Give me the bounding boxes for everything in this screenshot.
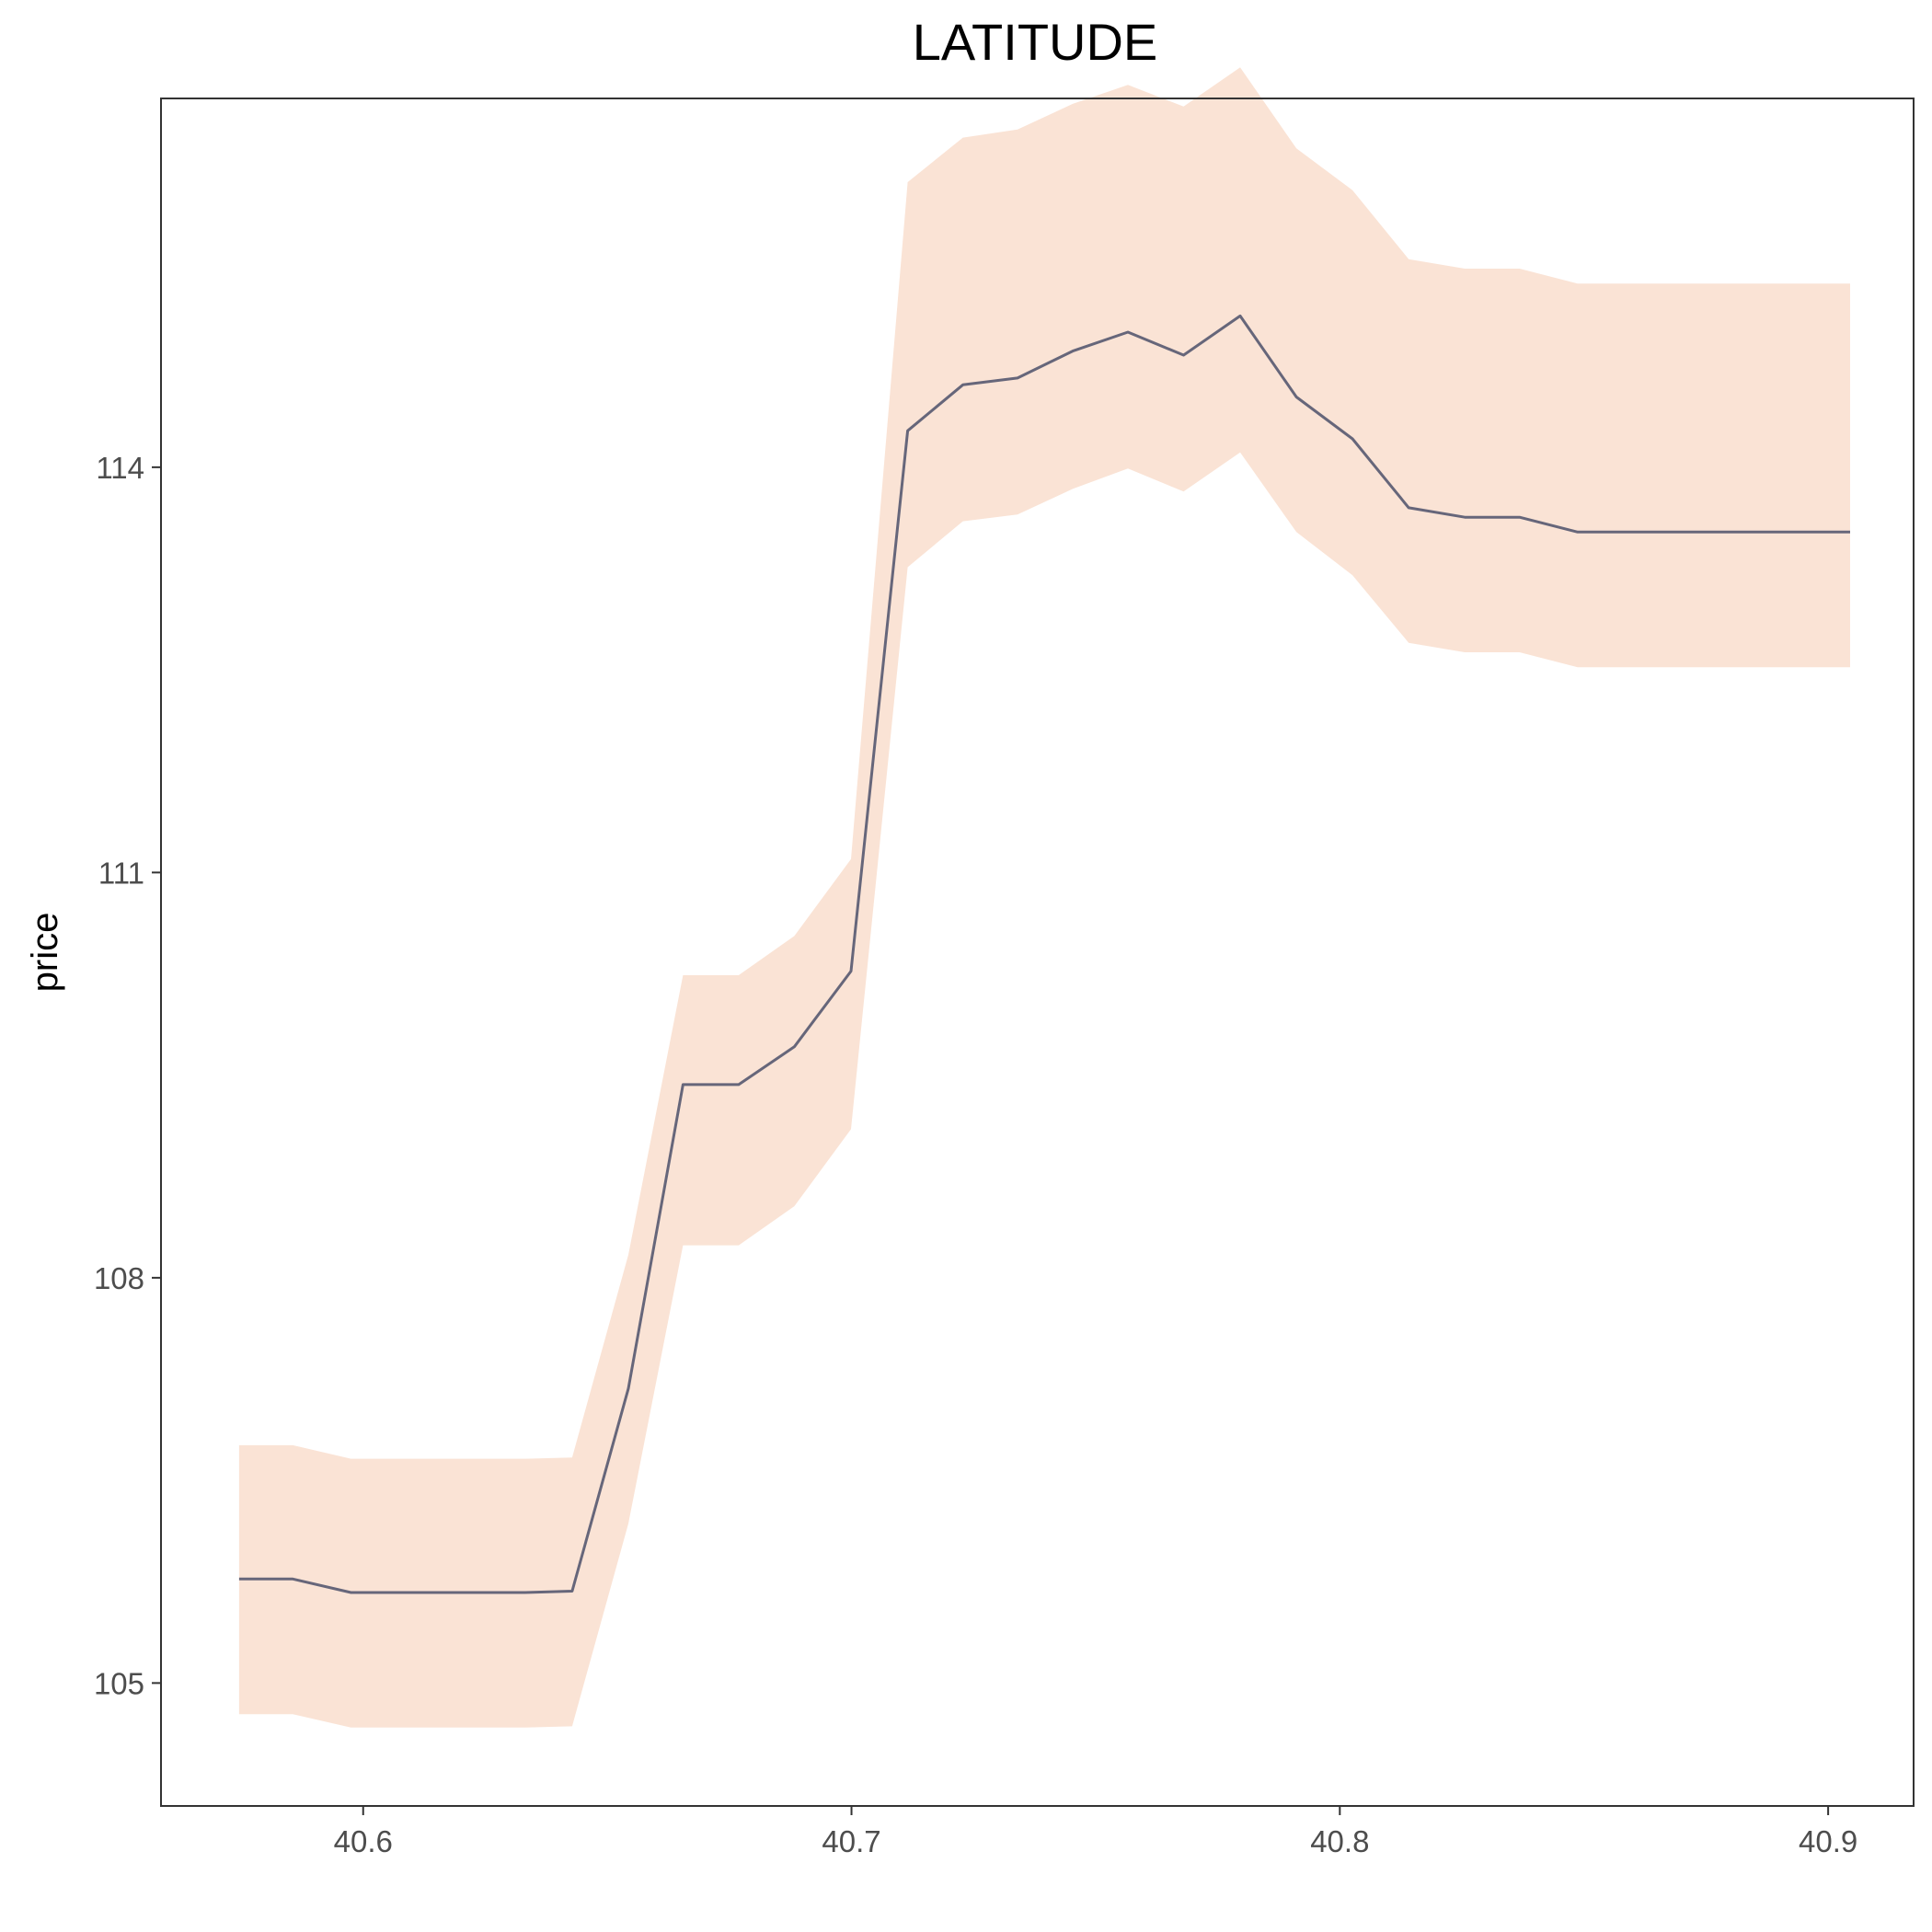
y-axis-label: price bbox=[25, 913, 65, 993]
data-point bbox=[792, 1045, 796, 1049]
data-point bbox=[1016, 376, 1019, 380]
data-point bbox=[737, 1083, 741, 1087]
confidence-band-0 bbox=[238, 67, 1850, 1728]
data-point bbox=[350, 1591, 353, 1594]
plot-border bbox=[160, 98, 1915, 1807]
series-line-0 bbox=[238, 314, 1850, 1594]
plot-area bbox=[237, 67, 1852, 1728]
data-point bbox=[1351, 437, 1354, 441]
data-point bbox=[1848, 530, 1852, 534]
data-point bbox=[1294, 396, 1298, 399]
data-point bbox=[1126, 330, 1130, 334]
data-point bbox=[849, 970, 853, 973]
chart-title: LATITUDE bbox=[913, 13, 1158, 71]
x-tick-label: 40.7 bbox=[822, 1824, 880, 1858]
data-point bbox=[1182, 353, 1186, 357]
data-point bbox=[961, 383, 965, 386]
data-point bbox=[627, 1386, 630, 1390]
data-point bbox=[237, 1577, 241, 1581]
data-point bbox=[1463, 515, 1466, 519]
data-point bbox=[523, 1591, 527, 1594]
data-point bbox=[1518, 515, 1522, 519]
data-point bbox=[906, 429, 910, 432]
y-tick-label: 105 bbox=[94, 1666, 144, 1700]
data-point bbox=[681, 1083, 684, 1087]
x-tick-label: 40.9 bbox=[1799, 1824, 1857, 1858]
x-tick-label: 40.8 bbox=[1310, 1824, 1369, 1858]
y-tick-label: 108 bbox=[94, 1261, 144, 1295]
y-tick-label: 114 bbox=[96, 451, 144, 485]
data-point bbox=[1576, 530, 1580, 534]
axes: 40.6 40.7 40.8 40.9 105 108 111 114 bbox=[94, 451, 1857, 1858]
data-point bbox=[1238, 314, 1242, 317]
data-point bbox=[1071, 350, 1075, 353]
x-tick-label: 40.6 bbox=[334, 1824, 393, 1858]
y-tick-label: 111 bbox=[98, 856, 144, 890]
data-point bbox=[1628, 530, 1632, 534]
data-point bbox=[291, 1577, 294, 1581]
data-point bbox=[1407, 506, 1410, 510]
data-point bbox=[570, 1590, 574, 1593]
